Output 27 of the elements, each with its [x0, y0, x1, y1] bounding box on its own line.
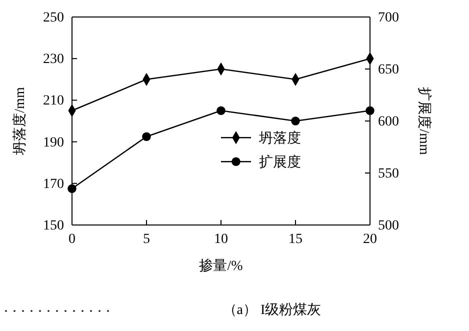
x-axis-title: 掺量/%	[199, 258, 244, 274]
x-tick-label: 15	[288, 232, 302, 247]
point	[142, 132, 151, 141]
y2-tick-label: 550	[378, 166, 399, 182]
y2-tick-label: 500	[378, 218, 399, 234]
point	[366, 106, 374, 115]
y2-tick-label: 600	[378, 114, 399, 130]
point	[216, 106, 226, 115]
y-tick-label: 230	[43, 52, 64, 68]
y-tick-label: 170	[43, 176, 64, 192]
legend-label: 坍落度	[258, 130, 301, 147]
legend-label: 扩展度	[259, 154, 301, 171]
y-axis-title: 坍落度/mm	[12, 87, 28, 156]
text: （a） I级粉煤灰	[222, 302, 322, 318]
y2-tick-label: 700	[378, 10, 399, 26]
y-tick-label: 150	[43, 218, 64, 234]
y-tick-label: 250	[43, 10, 64, 26]
point	[68, 184, 76, 193]
y-tick-label: 210	[43, 94, 64, 109]
y2-tick-label: 650	[378, 62, 399, 78]
y-tick-label: 190	[43, 135, 64, 150]
x-tick-label: 10	[214, 232, 228, 247]
x-tick-label: 20	[363, 232, 377, 247]
x-tick-label: 0	[68, 232, 76, 247]
x-tick-label: 5	[143, 232, 150, 247]
point	[291, 116, 300, 126]
y2-axis-title: 扩展度/mm	[416, 87, 432, 155]
